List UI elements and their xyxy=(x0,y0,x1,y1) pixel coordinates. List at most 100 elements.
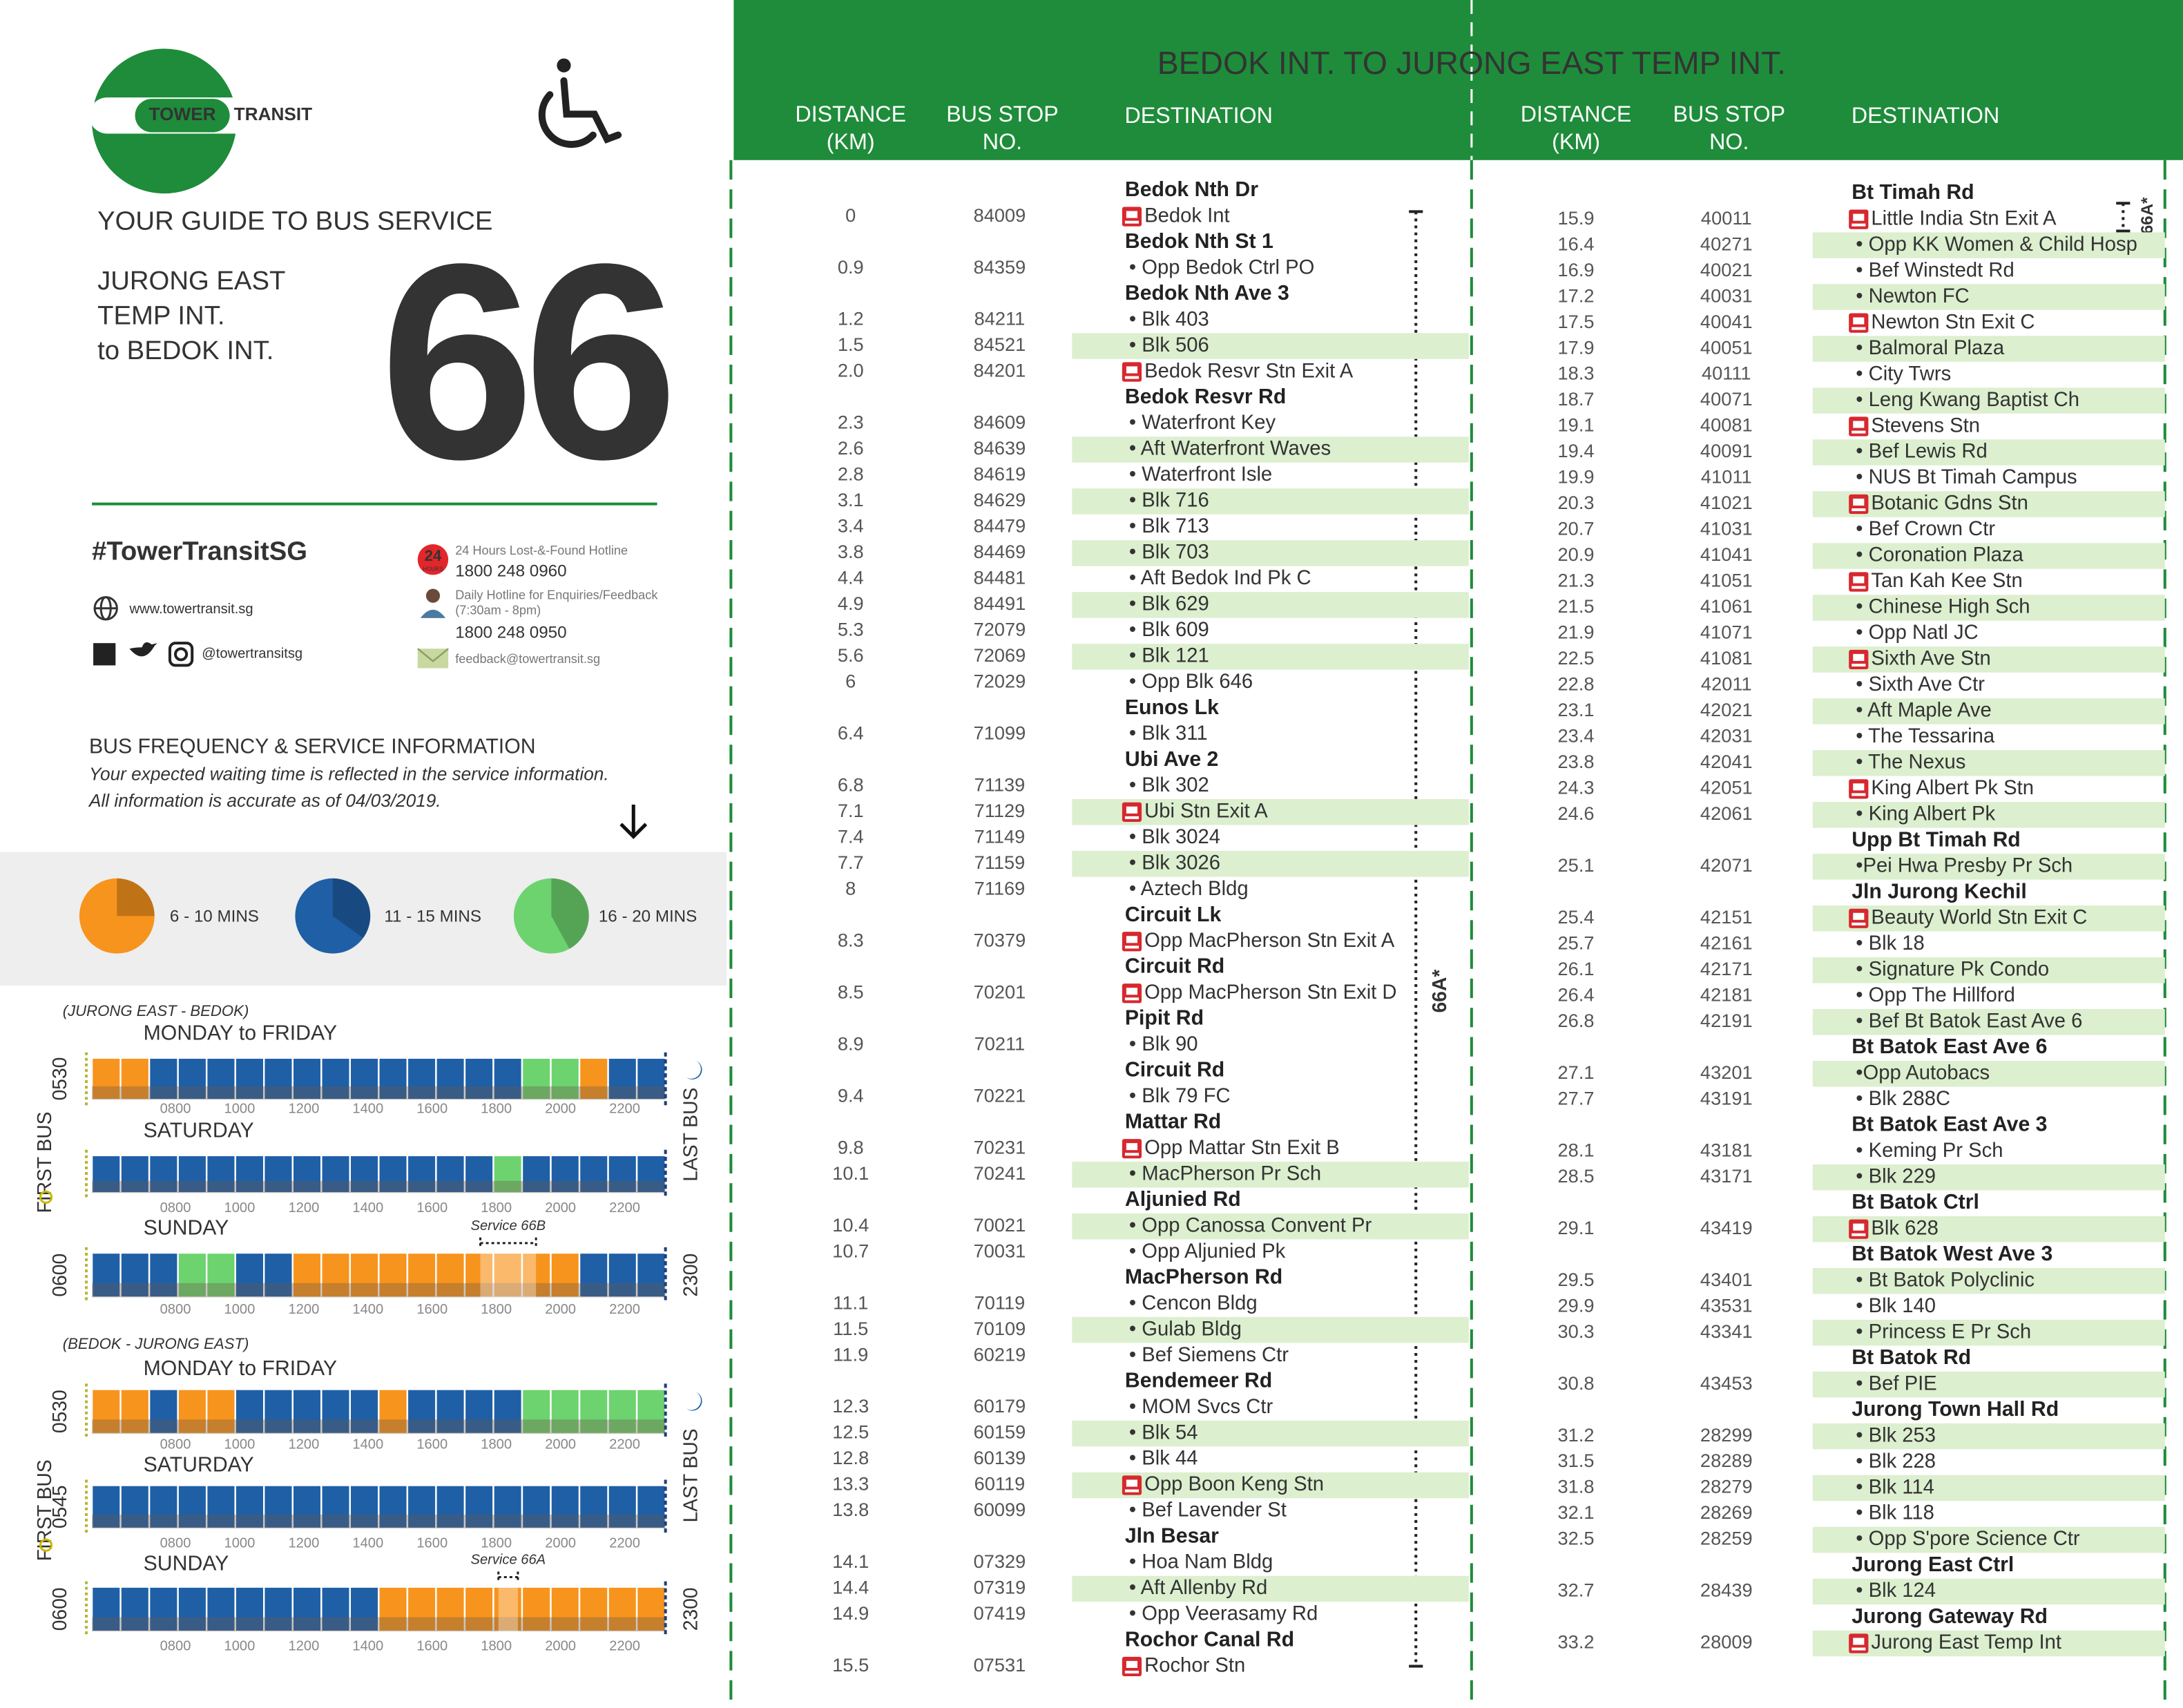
social-handle: @towertransitsg xyxy=(202,646,302,662)
stop-number: 70109 xyxy=(974,1318,1026,1339)
time-label: 1400 xyxy=(352,1302,383,1317)
header-band xyxy=(733,0,2183,160)
stop-number: 41011 xyxy=(1701,466,1752,488)
stop-number: 43531 xyxy=(1700,1294,1753,1316)
stop-name: Opp Boon Keng Stn xyxy=(1144,1473,1324,1495)
time-label: 2000 xyxy=(545,1536,576,1551)
time-label: 0800 xyxy=(160,1102,191,1117)
distance: 1.5 xyxy=(838,334,864,355)
distance: 24.6 xyxy=(1558,803,1595,824)
frequency-segment xyxy=(177,1484,208,1530)
frequency-segment xyxy=(90,1057,122,1101)
distance: 14.1 xyxy=(832,1551,869,1572)
distance: 15.5 xyxy=(832,1654,869,1676)
row-shade xyxy=(1812,957,2165,983)
time-label: 1400 xyxy=(352,1102,383,1117)
time-label: 2000 xyxy=(545,1437,576,1452)
mrt-icon-glyph xyxy=(1852,508,1866,512)
frequency-segment xyxy=(349,1586,380,1633)
stop-number: 42031 xyxy=(1700,725,1753,747)
distance: 19.4 xyxy=(1558,440,1595,461)
row-shade xyxy=(1812,1371,2165,1398)
stop-name: • Hoa Nam Bldg xyxy=(1129,1551,1273,1573)
stop-name: • Opp Blk 646 xyxy=(1129,671,1253,693)
stop-name: Sixth Ave Stn xyxy=(1871,648,1990,670)
stop-number: 42171 xyxy=(1700,958,1753,979)
stop-name: • Blk 3026 xyxy=(1129,852,1220,874)
time-label: 2200 xyxy=(609,1200,640,1216)
distance: 7.4 xyxy=(838,826,864,847)
distance: 2.3 xyxy=(838,412,864,433)
frequency-segment xyxy=(607,1154,638,1194)
row-shade xyxy=(1072,436,1469,463)
time-label: 1200 xyxy=(288,1639,319,1654)
mrt-icon-glyph xyxy=(1853,1638,1865,1645)
time-label: 1600 xyxy=(416,1302,448,1317)
legend-label: 11 - 15 MINS xyxy=(384,908,481,926)
stop-name: • Blk 288C xyxy=(1856,1088,1950,1110)
frequency-segment xyxy=(463,1388,494,1435)
frequency-segment xyxy=(550,1484,581,1530)
distance: 31.8 xyxy=(1558,1476,1595,1497)
stop-number: 28279 xyxy=(1700,1476,1753,1497)
time-label: 1200 xyxy=(288,1102,319,1117)
frequency-segment xyxy=(578,1154,609,1194)
stop-number: 28009 xyxy=(1700,1631,1753,1653)
stop-number: 28259 xyxy=(1700,1528,1753,1549)
stop-number: 60139 xyxy=(974,1447,1026,1468)
direction-label: (BEDOK - JURONG EAST) xyxy=(63,1335,249,1352)
distance: 11.1 xyxy=(833,1292,868,1313)
distance: 22.8 xyxy=(1558,673,1595,695)
column-header: (KM) xyxy=(1552,129,1600,154)
service-number: 66 xyxy=(380,207,671,517)
distance: 21.5 xyxy=(1558,595,1595,617)
person-icon xyxy=(420,588,446,618)
distance: 19.9 xyxy=(1558,466,1595,488)
stop-number: 41061 xyxy=(1700,595,1753,617)
stop-number: 41021 xyxy=(1700,492,1753,513)
distance: 4.9 xyxy=(838,593,864,614)
mrt-icon-glyph xyxy=(1124,1489,1139,1493)
wheelchair-icon xyxy=(538,58,622,148)
road-name: Circuit Rd xyxy=(1125,1059,1224,1082)
frequency-segment xyxy=(463,1484,494,1530)
frequency-segment xyxy=(378,1388,409,1435)
frequency-segment xyxy=(406,1484,437,1530)
distance: 10.7 xyxy=(832,1240,869,1261)
time-label: 1600 xyxy=(416,1200,448,1216)
row-shade xyxy=(1812,646,2165,673)
stop-number: 28289 xyxy=(1700,1450,1753,1471)
road-name: Rochor Canal Rd xyxy=(1125,1628,1294,1651)
stop-name: • Aft Allenby Rd xyxy=(1129,1577,1267,1599)
service-note: Service 66B xyxy=(471,1218,546,1234)
distance: 11.9 xyxy=(833,1343,868,1365)
stop-name: • Blk 302 xyxy=(1129,774,1209,796)
frequency-segment xyxy=(578,1484,609,1530)
distance: 0.9 xyxy=(838,256,864,278)
bar-base xyxy=(92,1617,666,1632)
frequency-segment xyxy=(378,1251,409,1298)
row-shade xyxy=(1072,1213,1469,1240)
mrt-icon-glyph xyxy=(1126,1143,1138,1151)
stop-number: 70221 xyxy=(974,1084,1026,1106)
frequency-segment xyxy=(378,1154,409,1194)
stop-number: 70031 xyxy=(974,1240,1026,1261)
stop-name: • Bef Crown Ctr xyxy=(1856,518,1995,540)
road-name: Circuit Lk xyxy=(1125,903,1222,926)
distance: 23.1 xyxy=(1558,699,1595,720)
stop-name: • Princess E Pr Sch xyxy=(1856,1321,2031,1343)
column-header: BUS STOP xyxy=(946,102,1059,126)
globe-icon xyxy=(93,596,118,621)
distance: 32.7 xyxy=(1558,1580,1595,1601)
stop-name: Bedok Int xyxy=(1144,204,1229,227)
distance: 9.8 xyxy=(838,1136,864,1158)
direction-label: (JURONG EAST - BEDOK) xyxy=(63,1002,249,1019)
distance: 16.4 xyxy=(1558,233,1595,254)
frequency-segment xyxy=(406,1154,437,1194)
row-shade xyxy=(1072,592,1469,618)
distance: 3.8 xyxy=(838,541,864,562)
stop-name: • Blk 716 xyxy=(1129,490,1209,512)
stop-number: 40081 xyxy=(1700,414,1753,436)
stop-name: • Coronation Plaza xyxy=(1856,544,2023,566)
stop-name: Little India Stn Exit A xyxy=(1871,207,2057,229)
